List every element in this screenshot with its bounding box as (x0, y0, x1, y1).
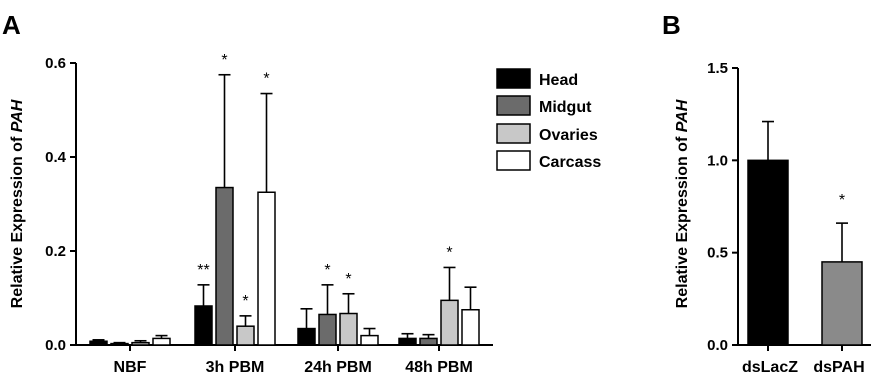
category-label-a: NBF (114, 359, 147, 376)
legend-swatch (496, 68, 531, 89)
y-tick-label-b: 1.5 (707, 60, 728, 77)
significance-marker-a: * (324, 262, 330, 279)
y-tick-label-b: 0.0 (707, 337, 728, 354)
y-tick-label-a: 0.2 (45, 243, 66, 260)
bar-a (110, 342, 129, 346)
bar-a (297, 327, 316, 346)
bar-a (360, 334, 379, 346)
bar-a (257, 191, 276, 346)
bar-a (339, 312, 358, 346)
bar-b (821, 261, 863, 346)
bar-a (131, 341, 150, 346)
category-label-b: dsPAH (813, 359, 864, 376)
significance-marker-a: ** (197, 262, 209, 279)
legend-label: Carcass (539, 154, 601, 171)
legend-swatch (496, 150, 531, 171)
category-label-a: 3h PBM (206, 359, 265, 376)
legend-label: Ovaries (539, 127, 598, 144)
bar-a (419, 337, 438, 346)
bar-a (215, 186, 234, 346)
bar-a (461, 309, 480, 346)
category-label-b: dsLacZ (742, 359, 798, 376)
panel-label-b: B (662, 10, 681, 40)
bar-a (318, 313, 337, 346)
bar-a (236, 325, 255, 346)
chart-panel-b: 0.0 0.5 1.0 1.5 Relative Expression of PAH ds… (674, 60, 871, 376)
bar-a (89, 340, 108, 346)
legend-label: Midgut (539, 99, 592, 116)
significance-marker-a: * (446, 244, 452, 261)
category-label-a: 24h PBM (304, 359, 372, 376)
y-tick-label-a: 0.6 (45, 55, 66, 72)
panel-label-a: A (2, 10, 21, 40)
significance-marker-a: * (242, 293, 248, 310)
bar-b (747, 159, 789, 346)
bar-a (194, 305, 213, 346)
significance-marker-b: * (839, 192, 845, 209)
bar-a (398, 337, 417, 346)
chart-panel-a: 0.0 0.2 0.4 0.6 Relative Expression of PAH NB… (9, 52, 601, 376)
significance-marker-a: * (263, 71, 269, 88)
y-tick-label-b: 0.5 (707, 245, 728, 262)
bar-a (440, 299, 459, 346)
bar-a (152, 337, 171, 346)
y-tick-label-a: 0.0 (45, 337, 66, 354)
legend-swatch (496, 95, 531, 116)
y-axis-title-b: Relative Expression of PAH (674, 99, 691, 308)
y-axis-title-a: Relative Expression of PAH (9, 99, 26, 308)
significance-marker-a: * (221, 52, 227, 69)
y-tick-label-a: 0.4 (45, 149, 67, 166)
y-tick-label-b: 1.0 (707, 152, 728, 169)
significance-marker-a: * (345, 271, 351, 288)
category-label-a: 48h PBM (405, 359, 473, 376)
legend-label: Head (539, 72, 578, 89)
legend-swatch (496, 123, 531, 144)
